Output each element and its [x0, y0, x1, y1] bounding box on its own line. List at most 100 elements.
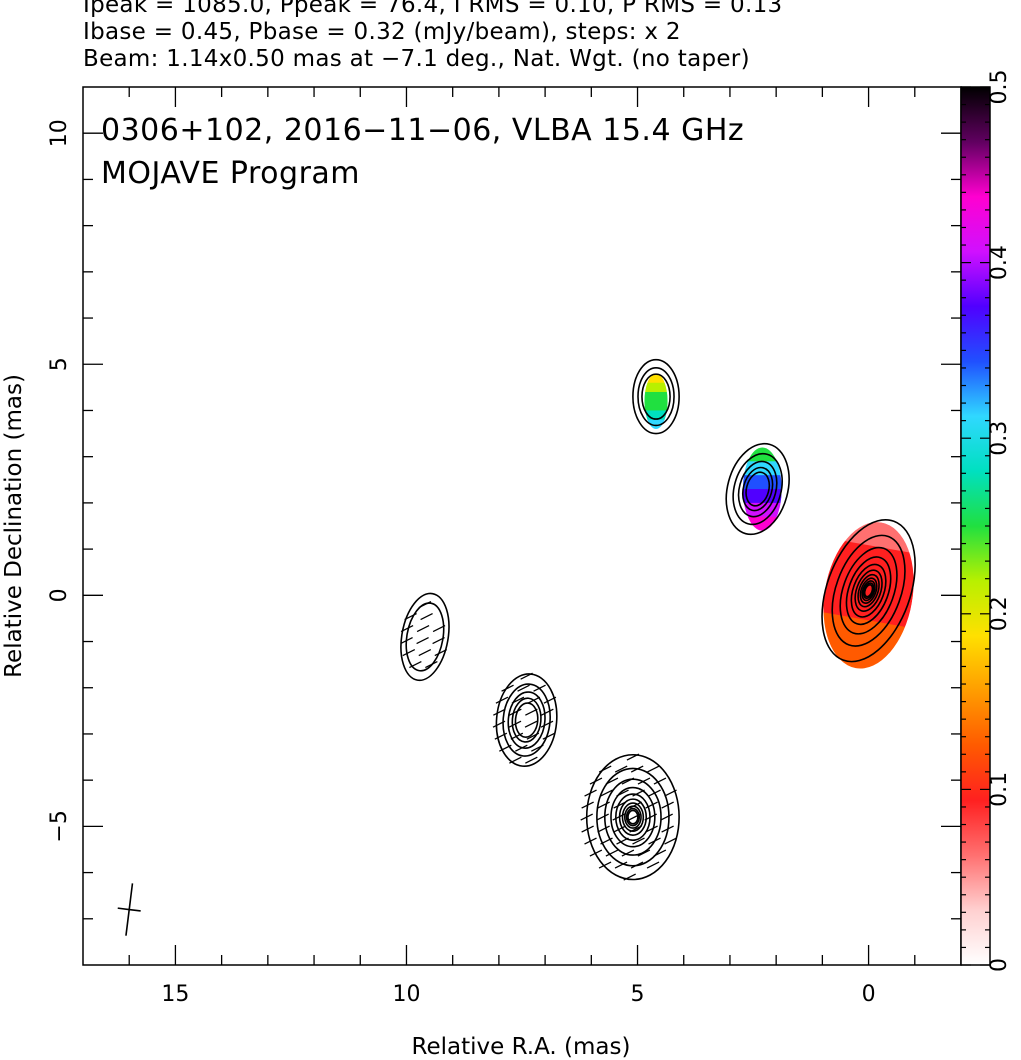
evpa-tick [584, 789, 597, 797]
contour-level [839, 546, 898, 635]
evpa-tick [648, 789, 661, 797]
component-5 [400, 592, 450, 682]
evpa-group-1 [492, 672, 557, 764]
contour-level [863, 583, 874, 598]
axis-tick-labels: 15 10 5 0 10 5 0 −5 [47, 119, 876, 1007]
component-3 [585, 753, 680, 881]
contour-level [850, 563, 887, 618]
contour-level [725, 442, 790, 536]
colorbar-ticks [961, 86, 990, 966]
contour-level [632, 358, 680, 435]
evpa-tick [616, 789, 629, 797]
evpa-tick [621, 849, 635, 857]
evpa-tick [432, 624, 446, 633]
contour-level [507, 691, 546, 749]
x-tick-label: 15 [161, 982, 189, 1007]
evpa-tick [584, 837, 597, 845]
evpa-tick [630, 861, 644, 869]
evpa-tick [402, 648, 416, 657]
evpa-tick [648, 837, 661, 845]
pol-band [644, 373, 668, 384]
evpa-tick [589, 849, 603, 857]
evpa-tick [511, 696, 525, 704]
evpa-tick [400, 624, 414, 633]
contour-level [596, 767, 670, 867]
contour-level [621, 802, 645, 832]
evpa-tick [660, 813, 673, 821]
evpa-tick [495, 696, 509, 704]
contour-level [845, 556, 892, 626]
x-tick-label: 5 [631, 982, 645, 1007]
contour-level [514, 702, 539, 738]
contour-level [745, 471, 771, 507]
evpa-tick [597, 825, 610, 833]
evpa-tick [416, 624, 430, 633]
evpa-tick [646, 765, 660, 773]
y-axis-title: Relative Declination (mas) [1, 374, 27, 678]
evpa-tick [623, 873, 636, 881]
evpa-tick [404, 612, 417, 621]
colorbar-tick-label: 0.4 [987, 245, 1012, 280]
pol-patch-2 [644, 373, 668, 429]
evpa-tick [524, 720, 538, 728]
axis-ticks [83, 87, 961, 965]
evpa-tick [632, 837, 645, 845]
pol-band [820, 587, 912, 628]
evpa-tick [525, 708, 538, 716]
evpa-tick [614, 861, 628, 869]
evpa-tick [581, 801, 594, 809]
contour-level [859, 577, 878, 604]
evpa-tick [589, 777, 603, 785]
beam-marker [117, 883, 141, 936]
evpa-tick [510, 732, 524, 740]
evpa-tick [661, 825, 674, 833]
pol-band [829, 539, 921, 580]
pol-band [644, 419, 668, 429]
evpa-tick [543, 696, 557, 704]
evpa-tick [629, 825, 642, 833]
header-line-1: Ipeak = 1085.0, Ppeak = 76.4, I RMS = 0.… [83, 0, 783, 18]
y-tick-label: −5 [47, 810, 72, 842]
pol-band [644, 382, 668, 393]
evpa-group-0 [580, 753, 677, 881]
evpa-tick [508, 720, 522, 728]
evpa-tick [517, 684, 530, 692]
y-tick-label: 5 [47, 357, 72, 371]
evpa-tick [531, 744, 544, 752]
evpa-tick [644, 813, 657, 821]
contour-level [610, 786, 656, 848]
component-1 [725, 442, 790, 536]
evpa-tick [661, 801, 674, 809]
evpa-tick [597, 801, 610, 809]
evpa-tick [614, 765, 628, 773]
chart-subtitle: MOJAVE Program [101, 156, 360, 191]
x-tick-label: 10 [392, 982, 420, 1007]
evpa-tick [527, 696, 541, 704]
contour-level [861, 580, 876, 602]
evpa-tick [492, 720, 506, 728]
evpa-tick [526, 732, 540, 740]
evpa-tick [416, 636, 429, 645]
evpa-tick [600, 837, 613, 845]
evpa-tick [600, 789, 613, 797]
pol-band [816, 611, 908, 652]
component-2 [632, 358, 680, 435]
evpa-tick [409, 660, 422, 669]
contour-level [400, 592, 450, 682]
evpa-tick [632, 789, 645, 797]
evpa-tick [664, 837, 677, 845]
evpa-tick [596, 813, 609, 821]
evpa-tick [499, 744, 512, 752]
evpa-tick [613, 825, 626, 833]
pol-band [644, 391, 668, 402]
contour-level [732, 452, 783, 526]
contour-level [405, 602, 445, 672]
x-axis-title: Relative R.A. (mas) [412, 1034, 631, 1060]
evpa-tick [605, 849, 619, 857]
evpa-group-2 [400, 600, 448, 669]
evpa-tick [637, 777, 651, 785]
contour-level [737, 460, 778, 518]
evpa-tick [621, 777, 635, 785]
contour-level [511, 697, 542, 743]
contour-level [857, 573, 880, 608]
